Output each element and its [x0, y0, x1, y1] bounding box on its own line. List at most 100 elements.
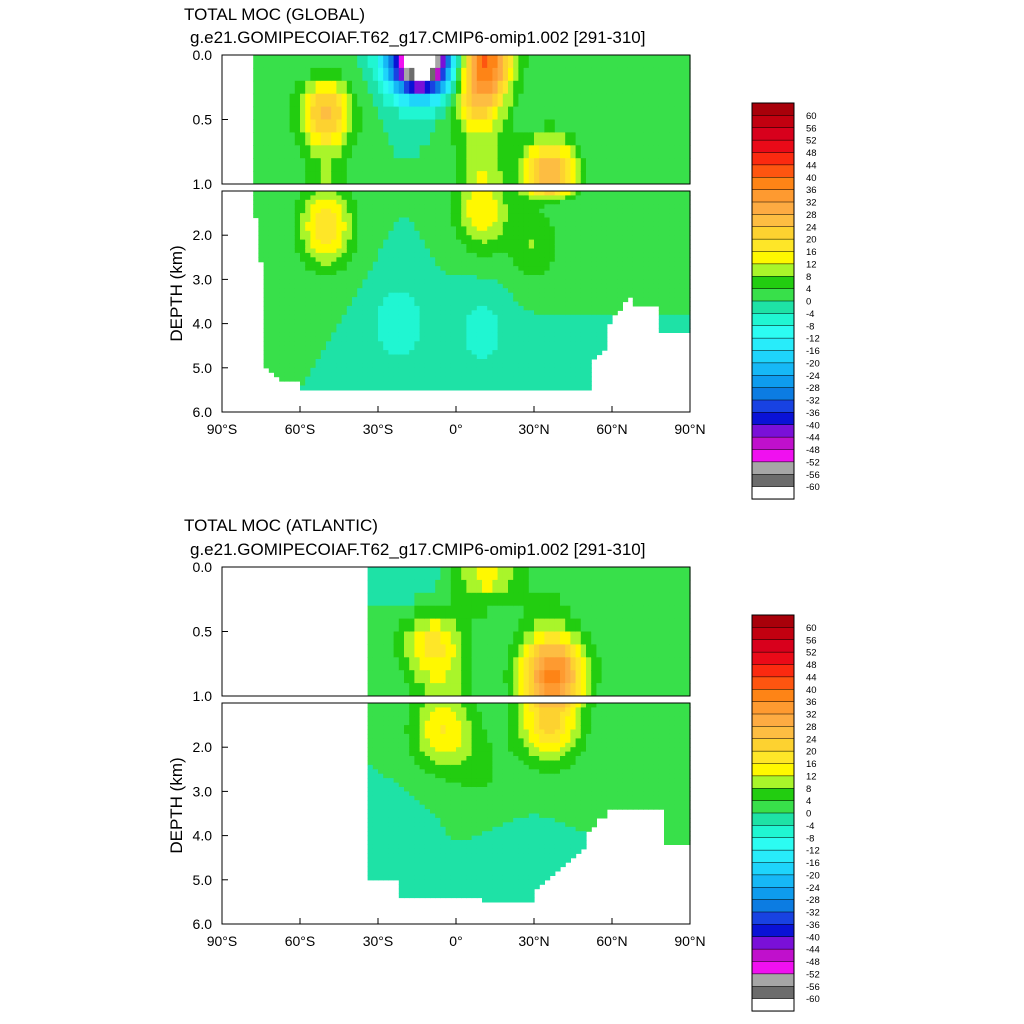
- field-cell: [346, 158, 353, 172]
- field-cell: [331, 93, 337, 108]
- field-cell: [424, 323, 431, 329]
- field-cell: [424, 292, 431, 298]
- field-cell: [398, 738, 405, 744]
- field-cell: [357, 266, 363, 272]
- field-cell: [279, 336, 285, 342]
- field-cell: [648, 145, 655, 159]
- field-cell: [528, 323, 535, 329]
- field-cell: [560, 350, 566, 356]
- field-cell: [445, 55, 452, 69]
- field-cell: [263, 132, 270, 146]
- field-cell: [669, 239, 675, 245]
- field-cell: [336, 350, 343, 356]
- field-cell: [560, 319, 566, 325]
- field-cell: [586, 67, 592, 82]
- field-cell: [383, 310, 389, 316]
- field-cell: [560, 252, 566, 258]
- field-cell: [326, 199, 332, 205]
- field-cell: [570, 204, 577, 210]
- field-cell: [336, 257, 343, 263]
- field-cell: [414, 853, 421, 859]
- field-cell: [320, 275, 327, 280]
- field-cell: [450, 158, 457, 172]
- field-cell: [310, 235, 317, 241]
- field-cell: [404, 208, 410, 214]
- field-cell: [674, 199, 681, 205]
- field-cell: [300, 301, 306, 307]
- field-cell: [466, 354, 473, 360]
- field-cell: [372, 683, 379, 697]
- field-cell: [414, 809, 421, 815]
- field-cell: [393, 367, 400, 373]
- field-cell: [554, 208, 561, 214]
- field-cell: [502, 283, 509, 289]
- field-cell: [388, 367, 395, 373]
- field-cell: [466, 67, 473, 82]
- field-cell: [268, 158, 275, 172]
- field-cell: [648, 252, 655, 258]
- field-cell: [445, 226, 452, 232]
- field-cell: [289, 199, 296, 205]
- field-cell: [476, 217, 483, 223]
- field-cell: [575, 171, 582, 185]
- field-cell: [284, 332, 291, 338]
- field-cell: [398, 795, 405, 801]
- field-cell: [409, 848, 415, 854]
- field-cell: [679, 305, 686, 311]
- field-cell: [606, 106, 613, 121]
- field-cell: [424, 787, 431, 792]
- field-cell: [482, 217, 488, 223]
- field-cell: [383, 297, 389, 303]
- field-cell: [554, 257, 561, 263]
- field-cell: [388, 305, 395, 311]
- field-cell: [471, 93, 478, 108]
- field-cell: [591, 297, 597, 303]
- field-cell: [300, 314, 306, 320]
- field-cell: [658, 328, 665, 333]
- field-cell: [617, 204, 623, 210]
- field-cell: [305, 283, 311, 289]
- field-cell: [684, 288, 691, 294]
- field-cell: [367, 605, 374, 620]
- field-cell: [435, 106, 441, 121]
- field-cell: [289, 336, 296, 342]
- field-cell: [518, 217, 525, 223]
- field-cell: [404, 252, 410, 258]
- field-cell: [554, 367, 561, 373]
- field-cell: [638, 106, 644, 121]
- field-cell: [300, 266, 306, 272]
- field-cell: [596, 199, 603, 205]
- field-cell: [544, 239, 551, 245]
- field-cell: [383, 132, 389, 146]
- field-cell: [409, 773, 415, 779]
- field-cell: [372, 756, 379, 761]
- field-cell: [419, 350, 426, 356]
- field-cell: [430, 888, 436, 894]
- field-cell: [310, 323, 317, 329]
- field-cell: [362, 93, 369, 108]
- field-cell: [518, 323, 525, 329]
- field-cell: [487, 244, 493, 249]
- field-cell: [414, 871, 421, 876]
- field-cell: [482, 319, 488, 325]
- field-cell: [398, 800, 405, 806]
- field-cell: [554, 266, 561, 272]
- field-cell: [539, 132, 545, 146]
- field-cell: [575, 332, 582, 338]
- field-cell: [440, 328, 447, 333]
- field-cell: [502, 305, 509, 311]
- field-cell: [362, 208, 369, 214]
- field-cell: [679, 270, 686, 276]
- field-cell: [331, 359, 337, 364]
- field-cell: [565, 252, 571, 258]
- field-cell: [378, 372, 384, 378]
- field-cell: [549, 235, 556, 241]
- field-cell: [669, 244, 675, 249]
- field-cell: [435, 657, 441, 671]
- field-cell: [320, 305, 327, 311]
- field-cell: [549, 297, 556, 303]
- field-cell: [554, 145, 561, 159]
- field-cell: [497, 350, 504, 356]
- field-cell: [398, 67, 405, 82]
- field-cell: [502, 385, 509, 391]
